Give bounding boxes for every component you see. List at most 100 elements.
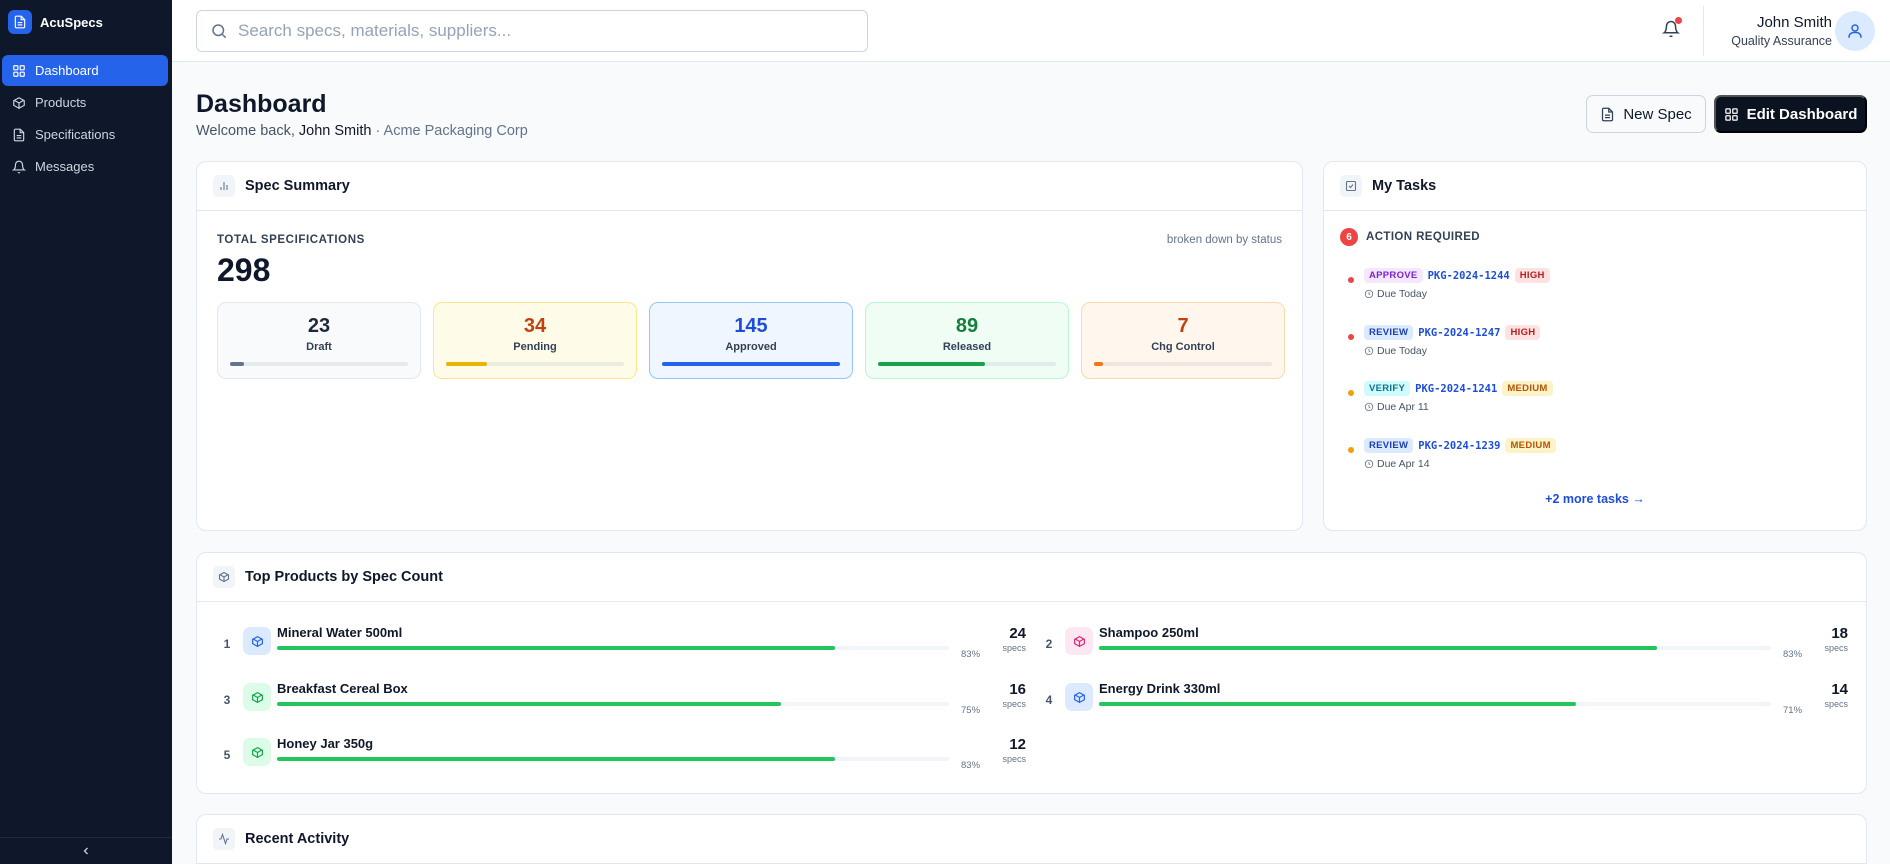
task-code-link[interactable]: PKG-2024-1241 bbox=[1415, 382, 1498, 395]
card-header: Recent Activity bbox=[197, 815, 1866, 864]
sidebar-item-dashboard[interactable]: Dashboard bbox=[2, 55, 168, 86]
bell-icon bbox=[1662, 20, 1680, 38]
task-item[interactable]: REVIEW PKG-2024-1247 HIGH Due Today bbox=[1348, 325, 1828, 365]
status-label: Released bbox=[942, 341, 992, 353]
product-row[interactable]: 5 Honey Jar 350g 83% 12 specs bbox=[221, 734, 1026, 774]
product-row[interactable]: 3 Breakfast Cereal Box 75% 16 specs bbox=[221, 679, 1026, 719]
status-tile-approved[interactable]: 145 Approved bbox=[649, 302, 853, 379]
task-due: Due Apr 14 bbox=[1364, 458, 1430, 470]
status-label: Chg Control bbox=[1151, 341, 1215, 353]
product-bar-track bbox=[277, 757, 949, 761]
notifications-button[interactable] bbox=[1659, 17, 1683, 41]
status-tile-released[interactable]: 89 Released bbox=[865, 302, 1069, 379]
product-bar-fill bbox=[277, 646, 835, 650]
sidebar-item-label: Dashboard bbox=[35, 63, 99, 78]
sidebar-nav: Dashboard Products Specifications Messag… bbox=[0, 55, 172, 182]
product-bar-fill bbox=[1099, 646, 1657, 650]
sidebar-collapse-button[interactable] bbox=[0, 837, 172, 864]
task-code-link[interactable]: PKG-2024-1244 bbox=[1427, 269, 1510, 282]
box-icon bbox=[1065, 683, 1093, 711]
task-row: APPROVE PKG-2024-1244 HIGH bbox=[1364, 268, 1550, 283]
task-due-text: Due Today bbox=[1377, 345, 1428, 357]
bell-icon bbox=[12, 160, 26, 173]
clock-icon bbox=[1364, 346, 1374, 356]
company-name: Acme Packaging Corp bbox=[383, 123, 528, 139]
brand[interactable]: AcuSpecs bbox=[0, 0, 172, 44]
priority-badge: HIGH bbox=[1505, 325, 1541, 340]
search-box[interactable] bbox=[196, 10, 868, 52]
status-track bbox=[230, 362, 408, 366]
topbar: John Smith Quality Assurance bbox=[172, 0, 1890, 62]
product-name: Mineral Water 500ml bbox=[277, 625, 403, 640]
task-due: Due Today bbox=[1364, 345, 1427, 357]
status-value: 7 bbox=[1177, 315, 1189, 337]
priority-dot bbox=[1348, 447, 1354, 453]
status-tile-chg-control[interactable]: 7 Chg Control bbox=[1081, 302, 1285, 379]
clock-icon bbox=[1364, 459, 1374, 469]
task-item[interactable]: VERIFY PKG-2024-1241 MEDIUM Due Apr 11 bbox=[1348, 381, 1828, 421]
priority-dot bbox=[1348, 334, 1354, 340]
task-due-text: Due Today bbox=[1377, 288, 1428, 300]
card-title: Spec Summary bbox=[245, 178, 350, 194]
task-item[interactable]: APPROVE PKG-2024-1244 HIGH Due Today bbox=[1348, 268, 1828, 308]
product-percent: 83% bbox=[1783, 649, 1803, 660]
product-spec-unit: specs bbox=[1002, 699, 1026, 709]
status-value: 34 bbox=[523, 315, 547, 337]
product-bar-fill bbox=[277, 757, 835, 761]
avatar[interactable] bbox=[1835, 11, 1875, 51]
task-code-link[interactable]: PKG-2024-1247 bbox=[1418, 326, 1501, 339]
box-icon bbox=[213, 566, 235, 588]
task-row: REVIEW PKG-2024-1247 HIGH bbox=[1364, 325, 1541, 340]
product-rank: 5 bbox=[223, 748, 231, 762]
activity-icon bbox=[213, 828, 235, 850]
task-item[interactable]: REVIEW PKG-2024-1239 MEDIUM Due Apr 14 bbox=[1348, 438, 1828, 478]
search-input[interactable] bbox=[238, 21, 838, 41]
product-row[interactable]: 4 Energy Drink 330ml 71% 14 specs bbox=[1043, 679, 1848, 719]
box-icon bbox=[243, 627, 271, 655]
product-bar-track bbox=[1099, 702, 1771, 706]
sidebar: AcuSpecs Dashboard Products Specificatio… bbox=[0, 0, 172, 864]
status-track bbox=[1094, 362, 1272, 366]
task-code-link[interactable]: PKG-2024-1239 bbox=[1418, 439, 1501, 452]
more-tasks-link[interactable]: +2 more tasks → bbox=[1545, 492, 1645, 506]
product-bar-fill bbox=[277, 702, 781, 706]
sidebar-item-specifications[interactable]: Specifications bbox=[2, 119, 168, 150]
page-title: Dashboard bbox=[196, 90, 327, 118]
user-info[interactable]: John Smith Quality Assurance bbox=[1731, 14, 1832, 48]
sidebar-item-products[interactable]: Products bbox=[2, 87, 168, 118]
sidebar-item-label: Specifications bbox=[35, 127, 116, 142]
divider bbox=[1703, 6, 1704, 56]
new-spec-button[interactable]: New Spec bbox=[1586, 95, 1706, 133]
welcome-prefix: Welcome back, bbox=[196, 123, 295, 139]
status-tile-draft[interactable]: 23 Draft bbox=[217, 302, 421, 379]
task-type-badge: REVIEW bbox=[1364, 325, 1414, 340]
sidebar-item-messages[interactable]: Messages bbox=[2, 151, 168, 182]
status-tile-pending[interactable]: 34 Pending bbox=[433, 302, 637, 379]
product-row[interactable]: 2 Shampoo 250ml 83% 18 specs bbox=[1043, 623, 1848, 663]
edit-dashboard-label: Edit Dashboard bbox=[1746, 105, 1858, 123]
product-rank: 4 bbox=[1045, 693, 1053, 707]
product-percent: 83% bbox=[961, 649, 981, 660]
total-value: 298 bbox=[217, 252, 271, 288]
chevron-left-icon bbox=[83, 847, 88, 855]
task-type-badge: APPROVE bbox=[1364, 268, 1423, 283]
card-title: My Tasks bbox=[1372, 178, 1437, 194]
user-name: John Smith bbox=[1756, 14, 1832, 31]
product-bar-fill bbox=[1099, 702, 1577, 706]
product-bar-track bbox=[277, 646, 949, 650]
spec-summary-card: Spec Summary TOTAL SPECIFICATIONS 298 br… bbox=[196, 161, 1303, 531]
product-row[interactable]: 1 Mineral Water 500ml 83% 24 specs bbox=[221, 623, 1026, 663]
box-icon bbox=[243, 738, 271, 766]
card-title: Top Products by Spec Count bbox=[245, 569, 443, 585]
edit-dashboard-button[interactable]: Edit Dashboard bbox=[1714, 95, 1867, 133]
user-icon bbox=[1848, 24, 1862, 38]
priority-badge: MEDIUM bbox=[1502, 381, 1553, 396]
status-value: 23 bbox=[307, 315, 331, 337]
clock-icon bbox=[1364, 289, 1374, 299]
product-rank: 3 bbox=[223, 693, 231, 707]
product-name: Energy Drink 330ml bbox=[1099, 681, 1221, 696]
product-name: Honey Jar 350g bbox=[277, 736, 374, 751]
card-title: Recent Activity bbox=[245, 831, 350, 847]
status-fill bbox=[662, 362, 840, 366]
checkbox-icon bbox=[1340, 175, 1362, 197]
